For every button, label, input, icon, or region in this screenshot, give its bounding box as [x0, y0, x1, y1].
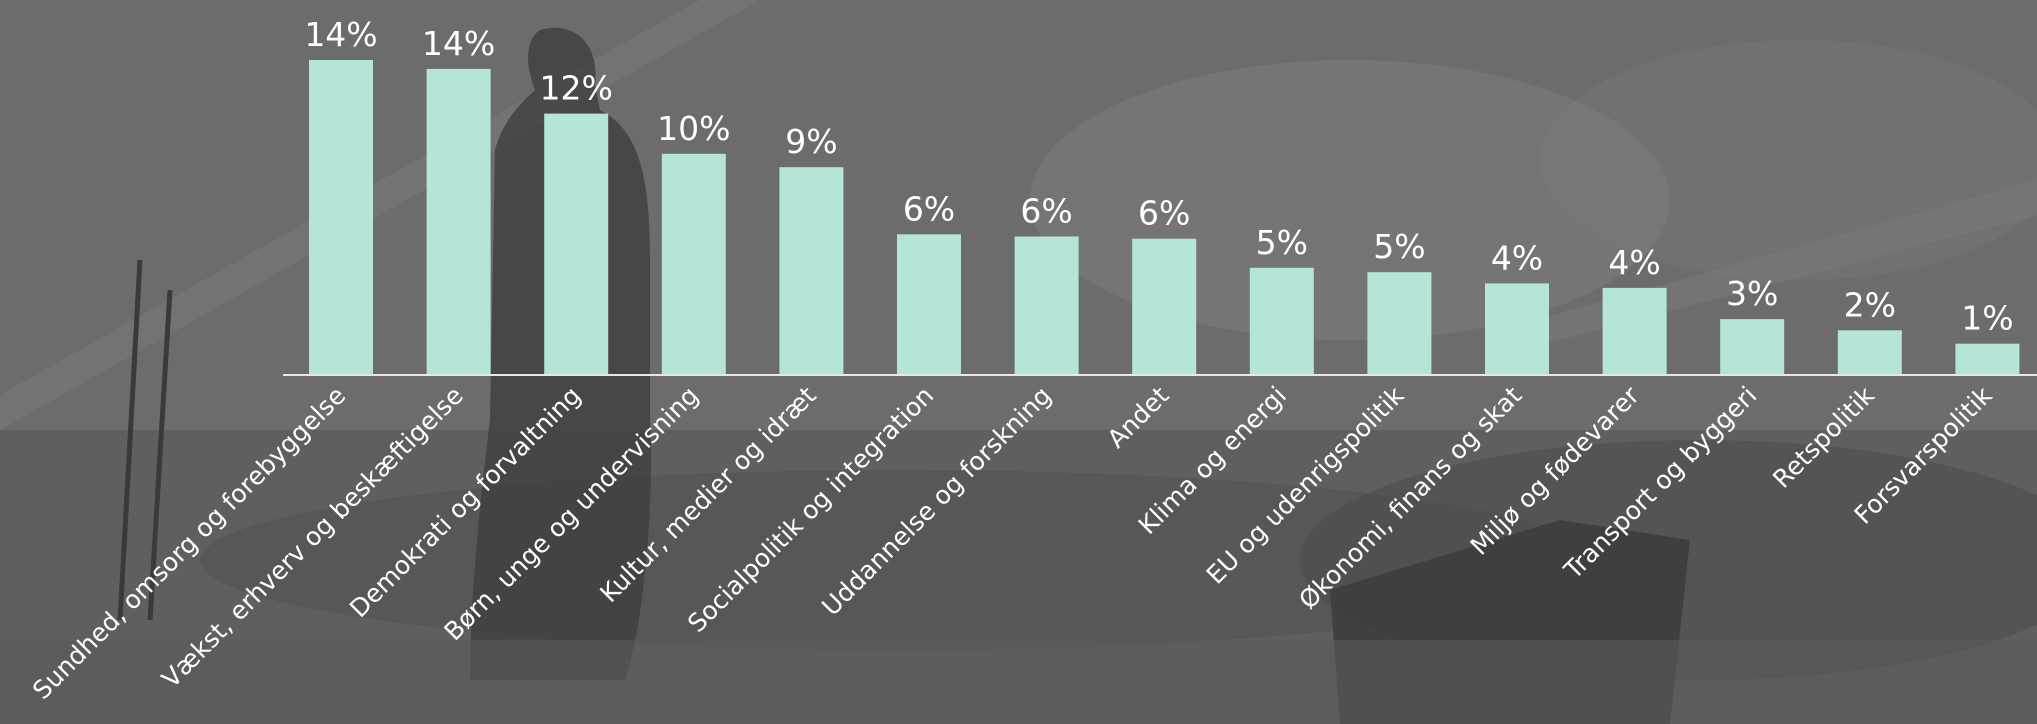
value-label-11: 4% [1608, 243, 1660, 282]
bar-8 [1249, 267, 1314, 375]
category-label-4: Kultur, medier og idræt [594, 381, 821, 608]
bar-5 [897, 234, 961, 375]
value-label-12: 3% [1726, 274, 1778, 313]
value-label-0: 14% [304, 15, 377, 54]
value-label-13: 2% [1844, 285, 1896, 324]
value-label-2: 12% [540, 69, 613, 108]
category-label-2: Demokrati og forvaltning [344, 381, 586, 623]
value-labels-group: 14% 14% 12% 10% 9% 6% 6% 6% 5% 5% 4% 4% 3% 2% 1% [304, 15, 2013, 338]
bar-9 [1367, 272, 1432, 375]
bar-6 [1014, 236, 1079, 375]
category-label-12: Transport og byggeri [1558, 381, 1763, 586]
category-label-3: Børn, unge og undervisning [439, 381, 705, 647]
bar-11 [1602, 287, 1667, 375]
value-label-8: 5% [1256, 223, 1308, 262]
category-label-6: Uddannelse og forskning [816, 381, 1057, 622]
bar-1 [426, 68, 491, 376]
bars-group [309, 60, 2020, 376]
category-label-5: Socialpolitik og integration [682, 381, 939, 638]
value-label-4: 9% [785, 122, 837, 161]
bar-0 [309, 60, 373, 375]
category-label-10: Økonomi, finans og skat [1293, 381, 1527, 615]
value-label-6: 6% [1020, 192, 1072, 231]
bar-3 [661, 153, 726, 375]
value-label-14: 1% [1961, 299, 2013, 338]
bar-14 [1955, 343, 2020, 375]
value-label-5: 6% [903, 189, 955, 228]
value-label-3: 10% [657, 109, 730, 148]
bar-4 [779, 167, 844, 375]
category-label-9: EU og udenrigspolitik [1201, 380, 1410, 589]
bar-2 [544, 113, 609, 375]
bar-10 [1485, 283, 1549, 375]
category-label-13: Retspolitik [1767, 380, 1880, 493]
bar-12 [1720, 319, 1785, 375]
bar-7 [1132, 238, 1197, 375]
value-label-9: 5% [1373, 227, 1425, 266]
value-label-7: 6% [1138, 194, 1190, 233]
value-label-10: 4% [1491, 238, 1543, 277]
category-label-7: Andet [1102, 381, 1175, 454]
value-label-1: 14% [422, 24, 495, 63]
bar-13 [1837, 330, 1902, 375]
